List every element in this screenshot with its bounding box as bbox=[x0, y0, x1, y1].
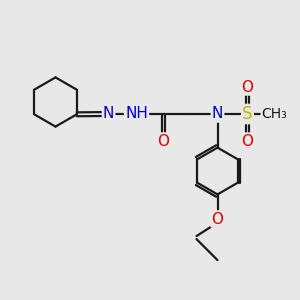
Text: O: O bbox=[242, 80, 254, 94]
Text: CH₃: CH₃ bbox=[262, 107, 287, 121]
Text: N: N bbox=[212, 106, 223, 122]
Text: O: O bbox=[242, 134, 254, 148]
Text: NH: NH bbox=[125, 106, 148, 122]
Text: O: O bbox=[158, 134, 169, 148]
Text: O: O bbox=[212, 212, 224, 226]
Text: S: S bbox=[242, 105, 253, 123]
Text: N: N bbox=[103, 106, 114, 122]
